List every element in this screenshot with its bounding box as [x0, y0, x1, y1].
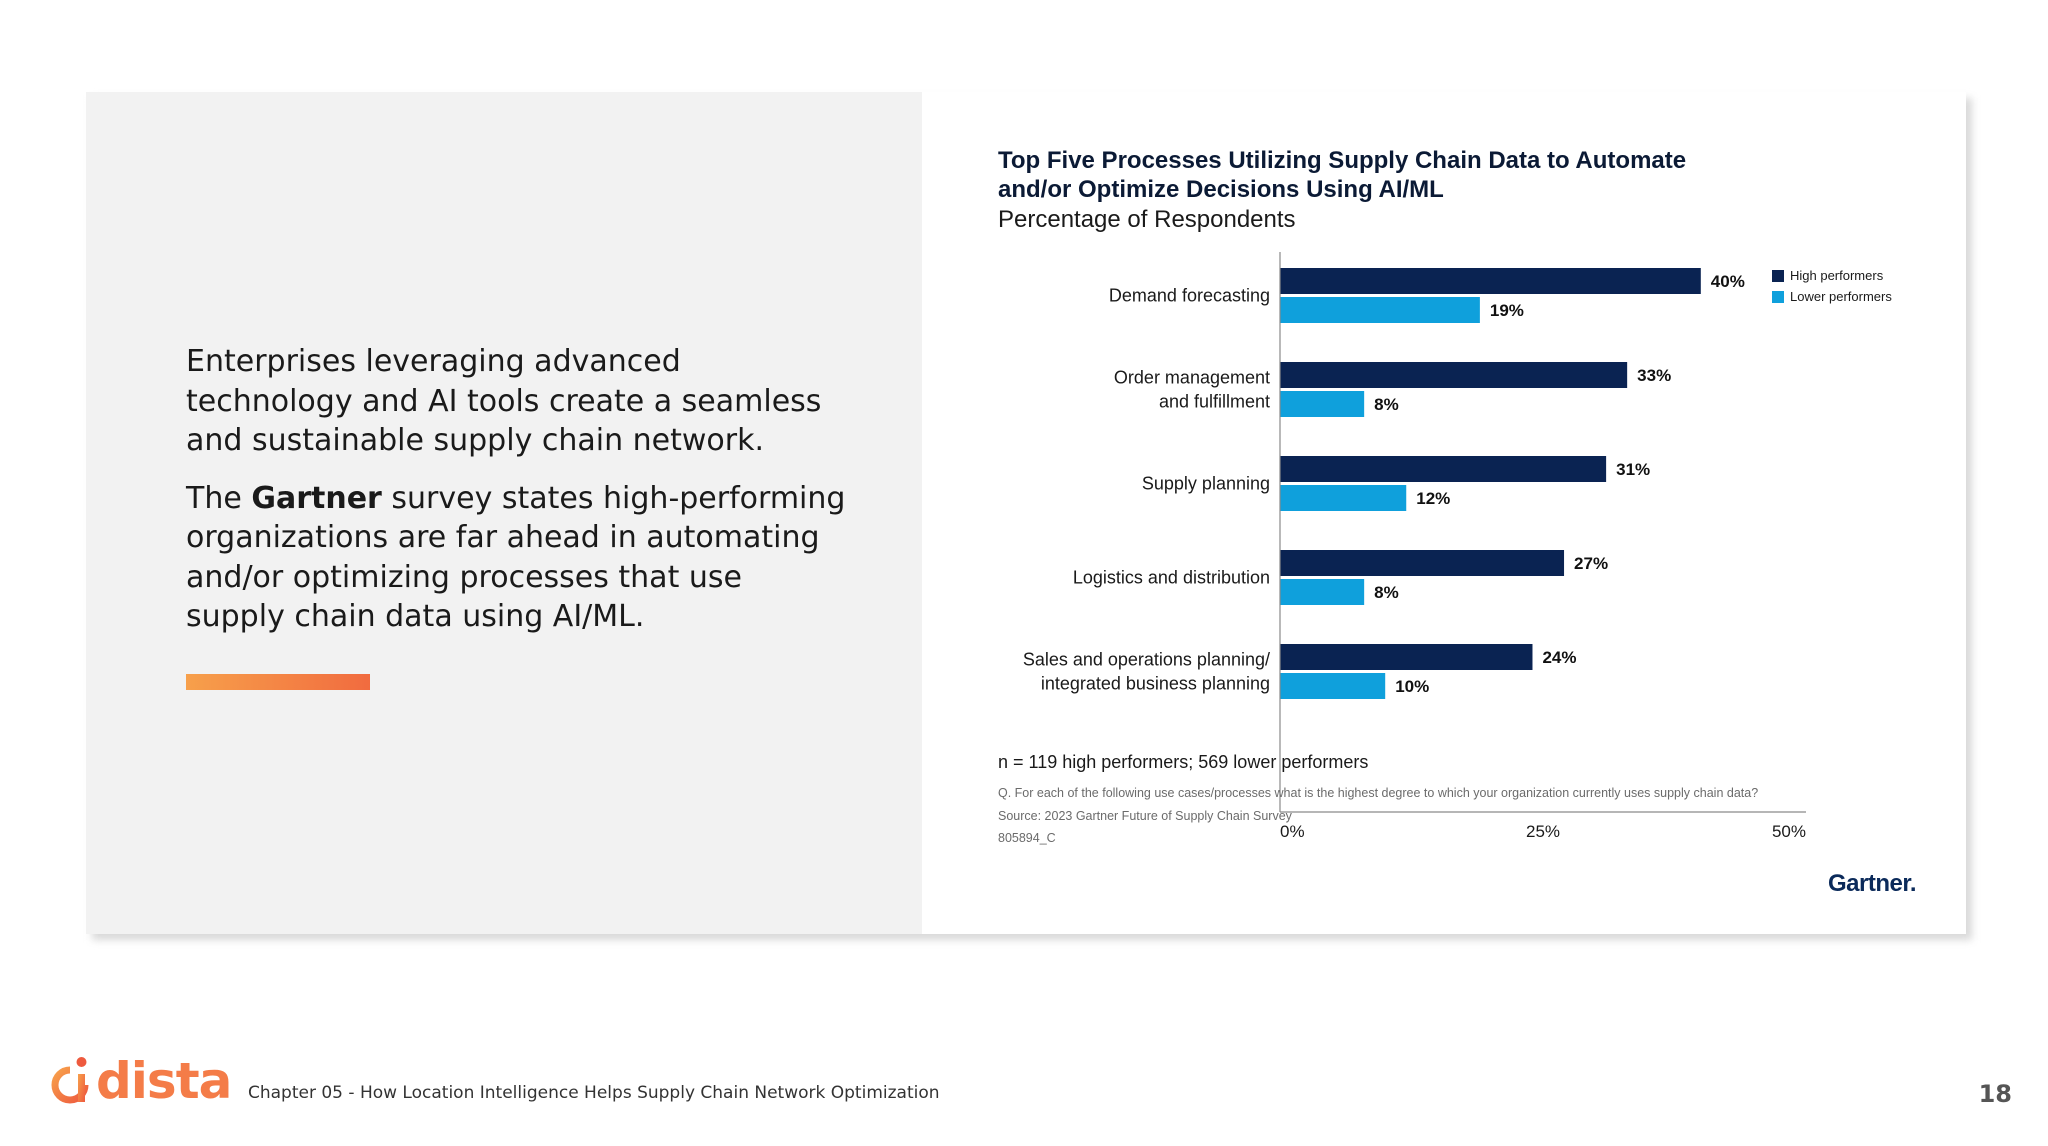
category-label-4-line-1: integrated business planning [1041, 674, 1270, 694]
intro-paragraph-1: Enterprises leveraging advanced technolo… [186, 344, 822, 458]
dista-logo-text: dista [96, 1052, 232, 1110]
value-label-high-2: 31% [1616, 460, 1650, 479]
chart-legend: High performers Lower performers [1772, 265, 1892, 307]
bar-high-2 [1280, 456, 1607, 482]
x-tick-label-1: 25% [1526, 822, 1560, 841]
category-label-1-line-1: and fulfillment [1159, 392, 1270, 412]
intro-text: Enterprises leveraging advanced technolo… [186, 342, 846, 655]
x-tick-label-2: 50% [1772, 822, 1806, 841]
category-label-4-line-0: Sales and operations planning/ [1023, 650, 1270, 670]
dista-logo: dista [48, 1052, 232, 1110]
category-label-3-line-0: Logistics and distribution [1073, 568, 1270, 588]
legend-label-high: High performers [1790, 268, 1884, 283]
chart-subtitle: Percentage of Respondents [998, 206, 1296, 233]
bar-chart: 40% 19% Demand forecasting 33% 8% Order manag… [1023, 252, 1806, 841]
legend-item-lower-performers: Lower performers [1772, 286, 1892, 307]
legend-swatch-high [1772, 269, 1784, 282]
legend-swatch-lower [1772, 290, 1784, 303]
category-label-0-line-0: Demand forecasting [1109, 286, 1270, 306]
legend-item-high-performers: High performers [1772, 265, 1892, 286]
value-label-lower-3: 8% [1374, 583, 1399, 602]
accent-bar [186, 674, 370, 690]
bar-lower-2 [1280, 485, 1407, 511]
category-label-1-line-0: Order management [1114, 368, 1270, 388]
chapter-title: Chapter 05 - How Location Intelligence H… [248, 1083, 940, 1103]
chart-title: Top Five Processes Utilizing Supply Chai… [998, 147, 1687, 203]
content-panel: Enterprises leveraging advanced technolo… [86, 92, 1966, 934]
gartner-emphasis: Gartner [251, 480, 382, 516]
page-number: 18 [1978, 1080, 2012, 1108]
value-label-high-3: 27% [1574, 554, 1608, 573]
bar-high-4 [1280, 644, 1533, 670]
value-label-lower-0: 19% [1490, 301, 1524, 320]
bar-high-0 [1280, 268, 1701, 294]
question-note: Q. For each of the following use cases/p… [998, 786, 1759, 800]
source-note: Source: 2023 Gartner Future of Supply Ch… [998, 809, 1292, 823]
bar-high-3 [1280, 550, 1565, 576]
x-tick-label-0: 0% [1280, 822, 1305, 841]
gartner-logo: Gartner. [1828, 870, 1917, 897]
value-label-lower-4: 10% [1395, 677, 1429, 696]
value-label-lower-2: 12% [1416, 489, 1450, 508]
bar-lower-3 [1280, 579, 1365, 605]
bar-high-1 [1280, 362, 1628, 388]
sample-note: n = 119 high performers; 569 lower perfo… [998, 752, 1369, 772]
legend-label-lower: Lower performers [1790, 289, 1892, 304]
text-panel: Enterprises leveraging advanced technolo… [86, 92, 922, 934]
dista-logo-icon [51, 1057, 89, 1104]
intro-paragraph-2-prefix: The [186, 480, 252, 516]
value-label-high-4: 24% [1542, 648, 1576, 667]
figure-code: 805894_C [998, 831, 1056, 845]
category-label-2-line-0: Supply planning [1142, 474, 1270, 494]
bar-lower-0 [1280, 297, 1480, 323]
value-label-lower-1: 8% [1374, 395, 1399, 414]
value-label-high-0: 40% [1711, 272, 1745, 291]
bar-lower-1 [1280, 391, 1365, 417]
bar-lower-4 [1280, 673, 1386, 699]
value-label-high-1: 33% [1637, 366, 1671, 385]
intro-paragraph-2: The Gartner survey states high-performin… [186, 479, 846, 637]
intro-paragraph-2-suffix: survey states high-performing organizati… [186, 480, 846, 635]
chart-panel: Top Five Processes Utilizing Supply Chai… [922, 92, 1966, 934]
